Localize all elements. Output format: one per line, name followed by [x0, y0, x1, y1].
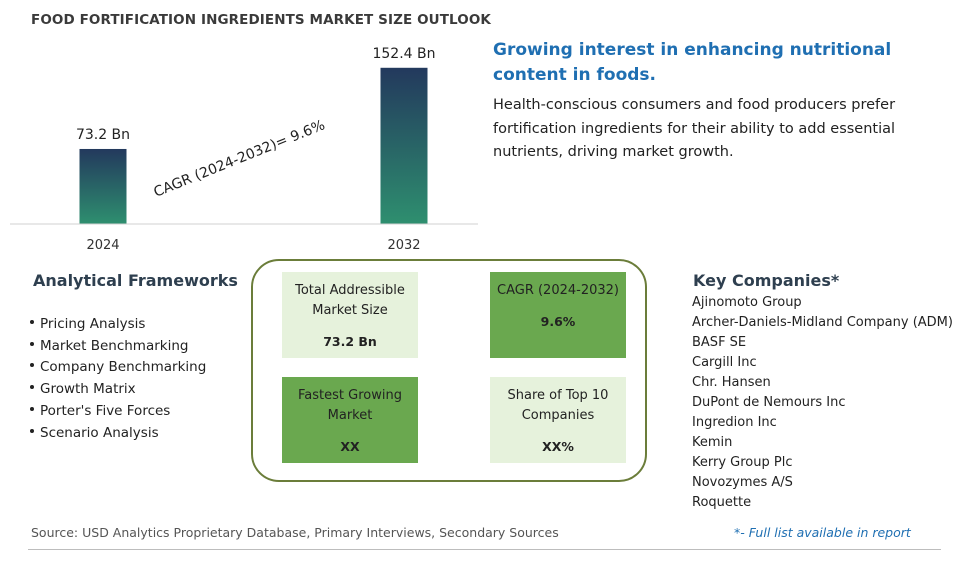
list-item: Novozymes A/S [692, 475, 793, 490]
tam-label: Total Addressible Market Size [295, 283, 405, 318]
companies-box: Ajinomoto Group Archer-Daniels-Midland C… [692, 293, 962, 523]
list-item: Scenario Analysis [30, 423, 206, 445]
description: Health-conscious consumers and food prod… [493, 97, 896, 160]
tam-card: Total Addressible Market Size 73.2 Bn [282, 272, 418, 358]
headline: Growing interest in enhancing nutritiona… [493, 40, 892, 85]
page-title: FOOD FORTIFICATION INGREDIENTS MARKET SI… [31, 12, 491, 28]
cagr-annotation: CAGR (2024-2032)= 9.6% [152, 117, 328, 200]
share-label: Share of Top 10 Companies [507, 388, 609, 423]
list-item: Chr. Hansen [692, 375, 771, 390]
bullet-icon [30, 428, 34, 433]
bar-value-label: 152.4 Bn [372, 46, 435, 62]
fastest-value: XX [340, 439, 360, 454]
fastest-label: Fastest Growing Market [298, 388, 402, 423]
market-size-bar-chart: 73.2 Bn 2024 152.4 Bn 2032 CAGR (2024-2032)… [10, 46, 478, 253]
fastest-market-card: Fastest Growing Market XX [282, 377, 418, 463]
list-item: Cargill Inc [692, 355, 757, 370]
list-item: Kemin [692, 435, 733, 450]
cagr-label: CAGR (2024-2032) [497, 283, 619, 298]
bullet-icon [30, 341, 34, 346]
list-item: Roquette [692, 495, 752, 510]
bar-2032 [380, 67, 428, 224]
frameworks-title: Analytical Frameworks [33, 271, 238, 290]
footer-divider [28, 549, 941, 550]
list-item: Ingredion Inc [692, 415, 777, 430]
list-item: DuPont de Nemours Inc [692, 395, 846, 410]
bullet-icon [30, 363, 34, 368]
bar-2024 [79, 148, 127, 224]
companies-title: Key Companies* [693, 271, 840, 290]
list-item: Archer-Daniels-Midland Company (ADM) [692, 315, 953, 330]
full-list-footnote: *- Full list available in report [734, 525, 911, 540]
source-note: Source: USD Analytics Proprietary Databa… [31, 525, 559, 540]
tam-value: 73.2 Bn [323, 334, 377, 349]
bar-value-label: 73.2 Bn [76, 127, 130, 143]
cagr-card: CAGR (2024-2032) 9.6% [490, 272, 626, 358]
x-tick-label: 2024 [86, 238, 119, 253]
cagr-value: 9.6% [540, 314, 576, 329]
x-tick-label: 2032 [387, 238, 420, 253]
bullet-icon [30, 320, 34, 324]
list-item: Market Benchmarking [30, 336, 206, 358]
list-item: Pricing Analysis [30, 314, 206, 336]
share-value: XX% [542, 439, 574, 454]
list-item: BASF SE [692, 335, 747, 350]
list-item: Porter's Five Forces [30, 401, 206, 423]
list-item: Growth Matrix [30, 379, 206, 401]
list-item: Company Benchmarking [30, 357, 206, 379]
metrics-panel [251, 259, 647, 482]
bullet-icon [30, 385, 34, 390]
top10-share-card: Share of Top 10 Companies XX% [490, 377, 626, 463]
list-item: Kerry Group Plc [692, 455, 793, 470]
list-item: Ajinomoto Group [692, 295, 802, 310]
frameworks-list: Pricing Analysis Market Benchmarking Com… [30, 314, 206, 444]
companies-list: Ajinomoto Group Archer-Daniels-Midland C… [692, 293, 962, 513]
bullet-icon [30, 406, 34, 411]
